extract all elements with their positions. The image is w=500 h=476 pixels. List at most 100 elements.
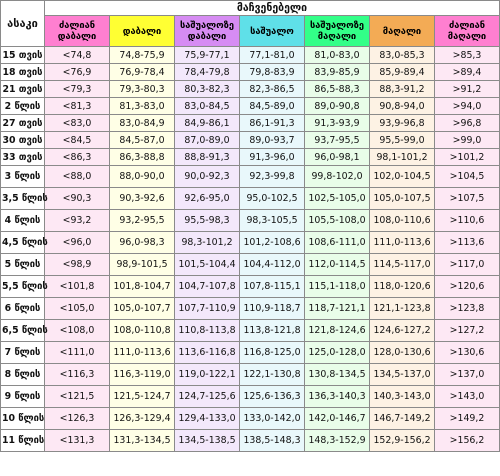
cell-average: 84,5-89,0 (239, 97, 305, 115)
cell-high: 108,0-110,6 (369, 209, 435, 232)
table-row: 30 თვის <84,5 84,5-87,0 87,0-89,0 89,0-93,7 9… (0, 131, 500, 149)
cell-above-average: 86,5-88,3 (304, 80, 370, 98)
col-header-high: მაღალი (369, 15, 435, 47)
cell-very-low: <86,3 (44, 148, 110, 166)
cell-very-low: <83,0 (44, 114, 110, 132)
cell-very-high: >120,6 (434, 275, 500, 298)
cell-very-high: >113,6 (434, 231, 500, 254)
cell-below-average: 110,8-113,8 (174, 319, 240, 342)
cell-above-average: 96,0-98,1 (304, 148, 370, 166)
cell-high: 102,0-104,5 (369, 165, 435, 188)
cell-low: 105,0-107,7 (109, 297, 175, 320)
cell-very-high: >130,6 (434, 341, 500, 364)
cell-below-average: 90,0-92,3 (174, 165, 240, 188)
cell-below-average: 124,7-125,6 (174, 385, 240, 408)
col-header-very-low: ძალიან დაბალი (44, 15, 110, 47)
cell-very-low: <79,3 (44, 80, 110, 98)
row-age-label: 27 თვის (0, 114, 45, 132)
cell-high: 95,5-99,0 (369, 131, 435, 149)
cell-above-average: 99,8-102,0 (304, 165, 370, 188)
cell-very-low: <81,3 (44, 97, 110, 115)
row-age-label: 7 წლის (0, 341, 45, 364)
table-row: 4 წლის <93,2 93,2-95,5 95,5-98,3 98,3-105,5 1… (0, 209, 500, 232)
cell-low: 121,5-124,7 (109, 385, 175, 408)
cell-high: 124,6-127,2 (369, 319, 435, 342)
cell-above-average: 142,0-146,7 (304, 407, 370, 430)
cell-high: 90,8-94,0 (369, 97, 435, 115)
cell-low: 108,0-110,8 (109, 319, 175, 342)
cell-average: 92,3-99,8 (239, 165, 305, 188)
cell-very-low: <126,3 (44, 407, 110, 430)
cell-low: 81,3-83,0 (109, 97, 175, 115)
cell-average: 79,8-83,9 (239, 63, 305, 81)
table-row: 11 წლის <131,3 131,3-134,5 134,5-138,5 138,5… (0, 429, 500, 452)
cell-average: 86,1-91,3 (239, 114, 305, 132)
cell-high: 111,0-113,6 (369, 231, 435, 254)
cell-very-high: >137,0 (434, 363, 500, 386)
row-age-label: 5 წლის (0, 253, 45, 276)
row-age-label: 30 თვის (0, 131, 45, 149)
header-row-top: ასაკი მაჩვენებელი (0, 0, 500, 47)
row-age-label: 2 წლის (0, 97, 45, 115)
row-age-label: 33 თვის (0, 148, 45, 166)
cell-above-average: 81,0-83,0 (304, 46, 370, 64)
col-header-below-average: საშუალოზე დაბალი (174, 15, 240, 47)
cell-average: 104,4-112,0 (239, 253, 305, 276)
cell-very-high: >85,3 (434, 46, 500, 64)
cell-high: 105,0-107,5 (369, 187, 435, 210)
cell-very-high: >156,2 (434, 429, 500, 452)
cell-above-average: 121,8-124,6 (304, 319, 370, 342)
cell-very-high: >143,0 (434, 385, 500, 408)
age-column-header: ასაკი (0, 0, 45, 47)
row-age-label: 6 წლის (0, 297, 45, 320)
cell-very-high: >101,2 (434, 148, 500, 166)
cell-high: 98,1-101,2 (369, 148, 435, 166)
table-body: ასაკი მაჩვენებელი ძალიან დაბალი დაბალი ს… (0, 0, 500, 452)
cell-below-average: 134,5-138,5 (174, 429, 240, 452)
row-age-label: 4 წლის (0, 209, 45, 232)
cell-average: 82,3-86,5 (239, 80, 305, 98)
cell-below-average: 75,9-77,1 (174, 46, 240, 64)
cell-below-average: 87,0-89,0 (174, 131, 240, 149)
cell-low: 101,8-104,7 (109, 275, 175, 298)
cell-low: 98,9-101,5 (109, 253, 175, 276)
cell-below-average: 84,9-86,1 (174, 114, 240, 132)
cell-below-average: 119,0-122,1 (174, 363, 240, 386)
cell-very-low: <88,0 (44, 165, 110, 188)
cell-low: 86,3-88,8 (109, 148, 175, 166)
table-row: 27 თვის <83,0 83,0-84,9 84,9-86,1 86,1-91,3 9… (0, 114, 500, 132)
cell-average: 101,2-108,6 (239, 231, 305, 254)
table-row: 5,5 წლის <101,8 101,8-104,7 104,7-107,8 107,… (0, 275, 500, 298)
cell-very-high: >99,0 (434, 131, 500, 149)
cell-low: 88,0-90,0 (109, 165, 175, 188)
row-age-label: 3 წლის (0, 165, 45, 188)
indicators-header: მაჩვენებელი (44, 0, 500, 16)
cell-average: 107,8-115,1 (239, 275, 305, 298)
cell-low: 116,3-119,0 (109, 363, 175, 386)
cell-above-average: 102,5-105,0 (304, 187, 370, 210)
cell-very-low: <96,0 (44, 231, 110, 254)
cell-above-average: 93,7-95,5 (304, 131, 370, 149)
cell-low: 90,3-92,6 (109, 187, 175, 210)
cell-above-average: 136,3-140,3 (304, 385, 370, 408)
cell-very-low: <101,8 (44, 275, 110, 298)
cell-above-average: 108,6-111,0 (304, 231, 370, 254)
cell-very-high: >127,2 (434, 319, 500, 342)
cell-low: 111,0-113,6 (109, 341, 175, 364)
cell-above-average: 118,7-121,1 (304, 297, 370, 320)
table-row: 4,5 წლის <96,0 96,0-98,3 98,3-101,2 101,2-10… (0, 231, 500, 254)
cell-average: 91,3-96,0 (239, 148, 305, 166)
cell-above-average: 115,1-118,0 (304, 275, 370, 298)
cell-very-high: >110,6 (434, 209, 500, 232)
cell-below-average: 107,7-110,9 (174, 297, 240, 320)
cell-below-average: 113,6-116,8 (174, 341, 240, 364)
row-age-label: 15 თვის (0, 46, 45, 64)
cell-above-average: 130,8-134,5 (304, 363, 370, 386)
cell-high: 93,9-96,8 (369, 114, 435, 132)
cell-below-average: 104,7-107,8 (174, 275, 240, 298)
cell-very-high: >96,8 (434, 114, 500, 132)
row-age-label: 3,5 წლის (0, 187, 48, 210)
cell-high: 85,9-89,4 (369, 63, 435, 81)
col-header-average: საშუალო (239, 15, 305, 47)
cell-average: 133,0-142,0 (239, 407, 305, 430)
